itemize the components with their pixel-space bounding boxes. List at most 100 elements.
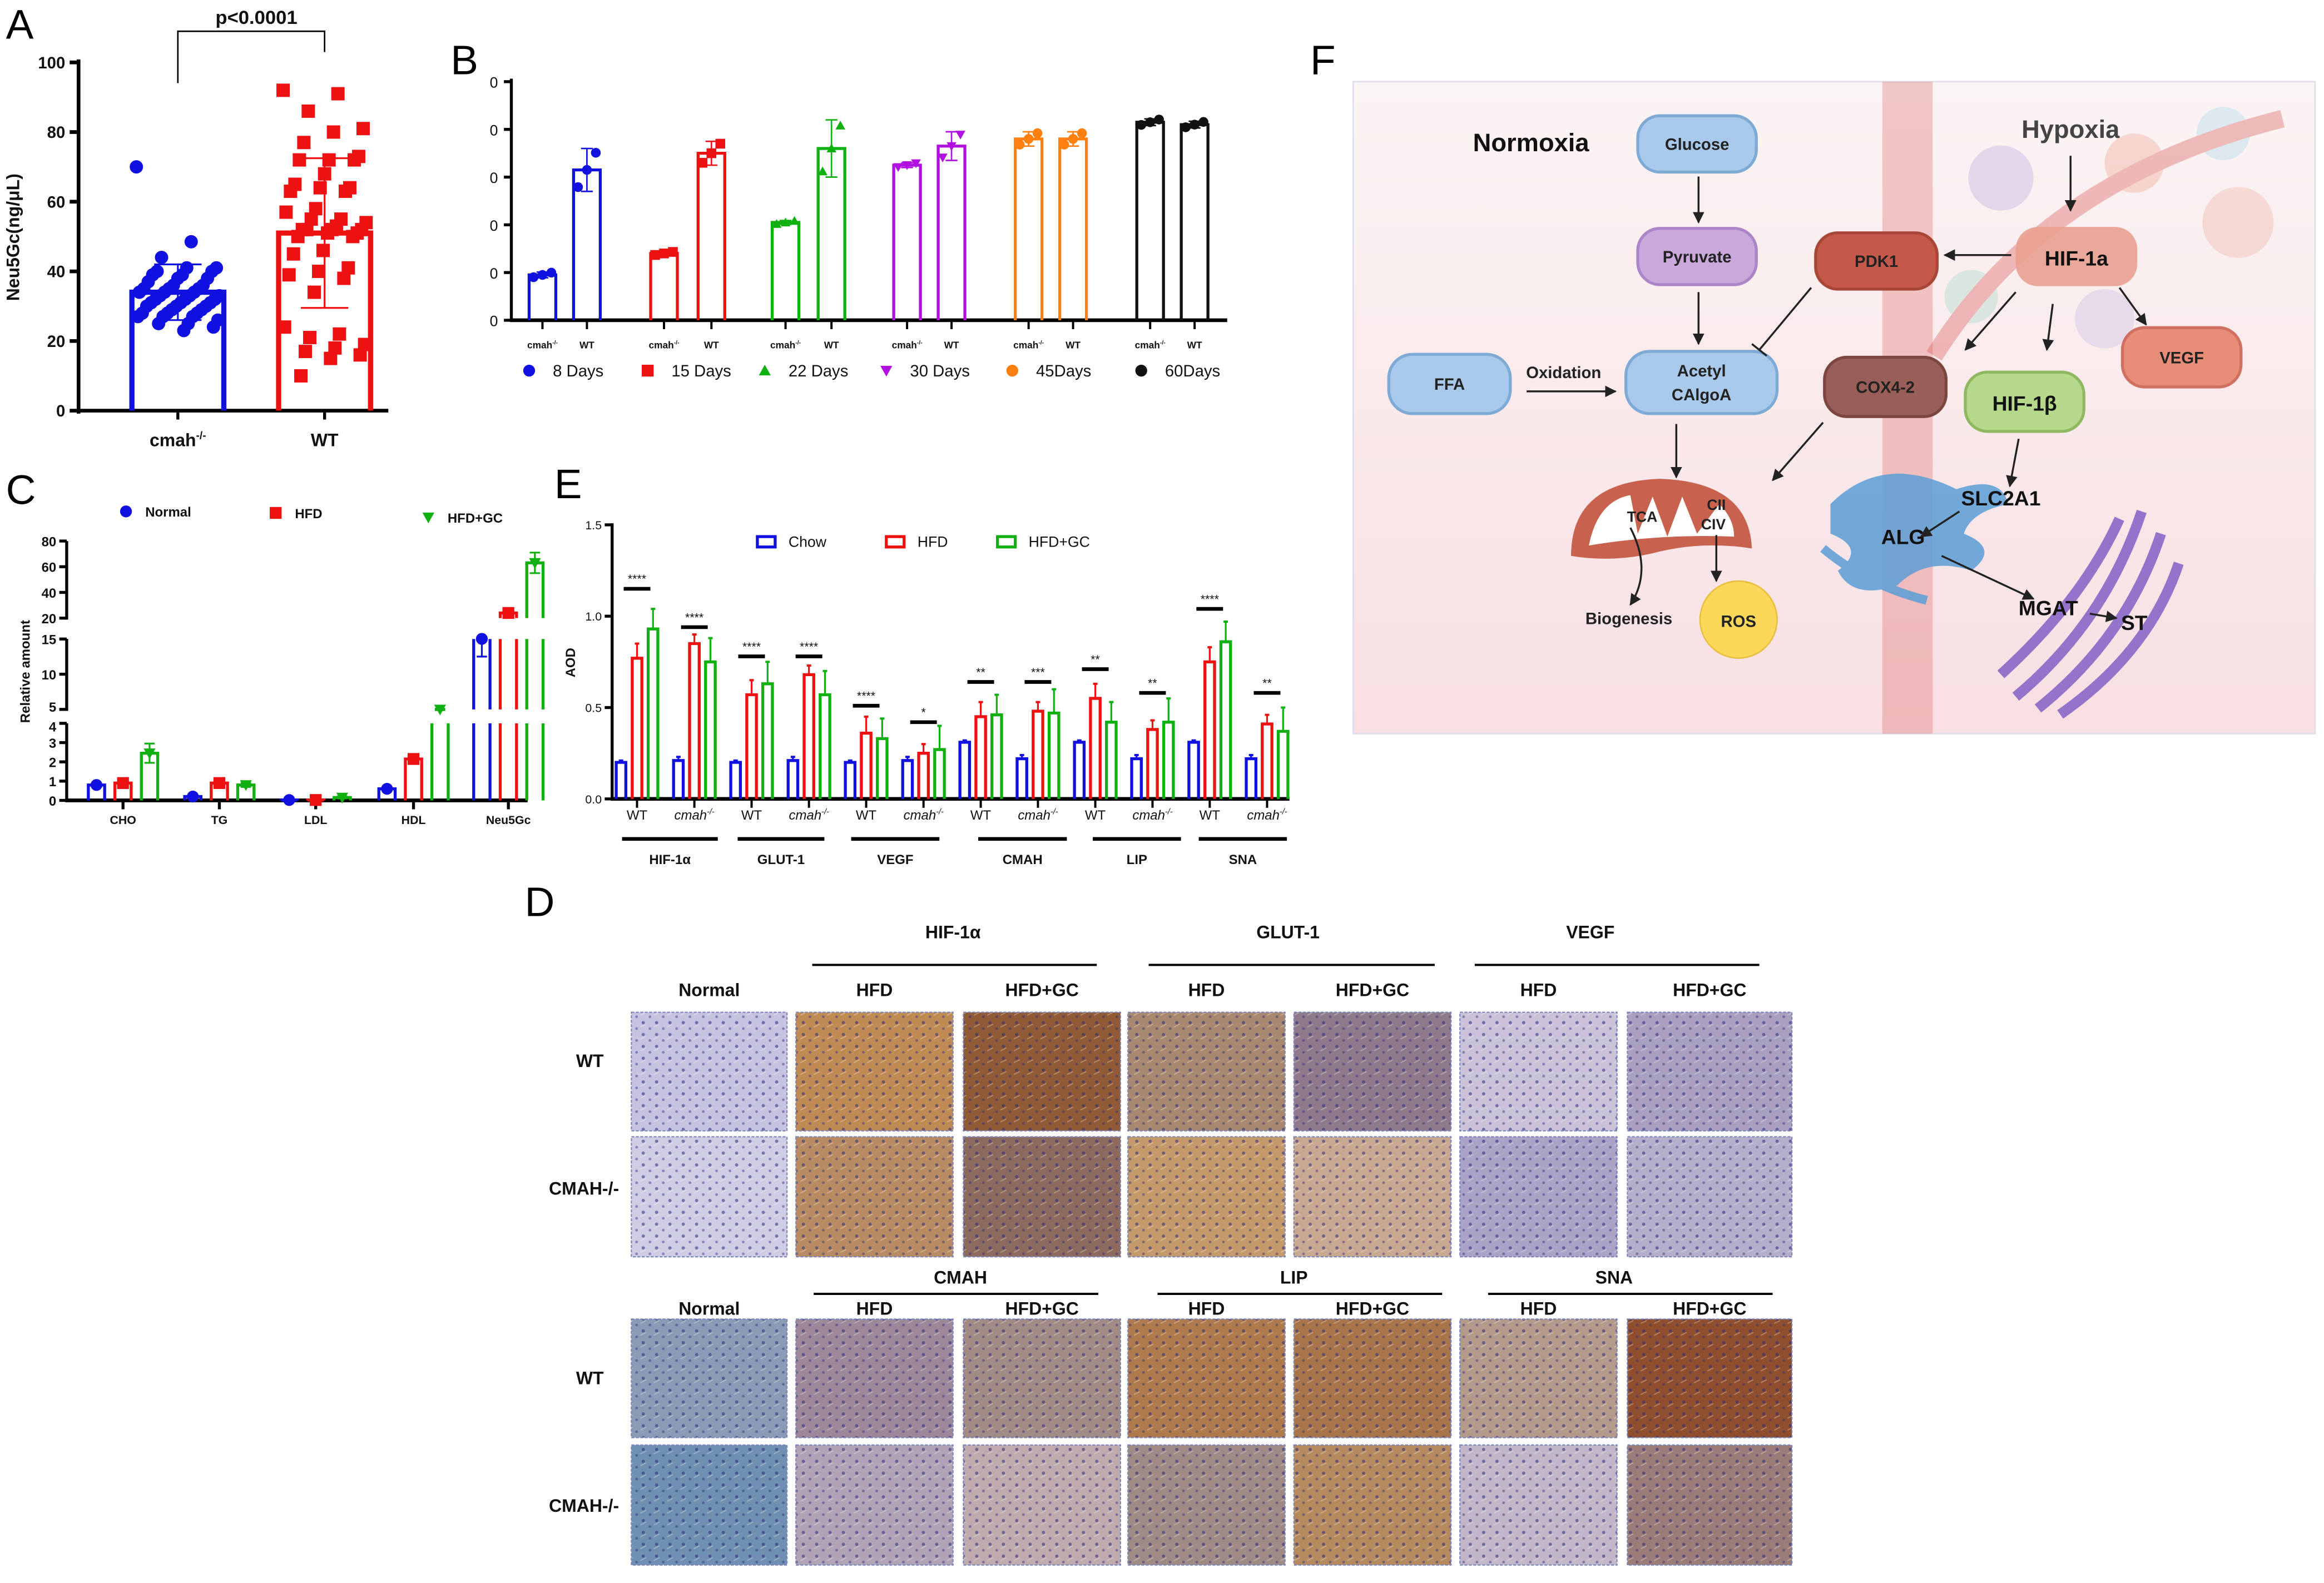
node-pdk1: PDK1 bbox=[1814, 231, 1939, 291]
bar bbox=[1089, 697, 1102, 799]
node-acetyl-calgoa: Acetyl CAlgoA bbox=[1624, 350, 1779, 415]
bar bbox=[472, 723, 492, 801]
error-bar bbox=[1188, 120, 1201, 129]
superscript: -/- bbox=[795, 340, 801, 346]
ihc-image bbox=[963, 1136, 1121, 1258]
group-label: VEGF bbox=[877, 852, 913, 867]
ihc-image bbox=[1127, 1444, 1286, 1566]
bar bbox=[1013, 137, 1044, 320]
data-point bbox=[938, 153, 948, 163]
group-label: SNA bbox=[1229, 852, 1257, 867]
node-label: VEGF bbox=[2159, 349, 2204, 367]
ihc-block: CMAH LIP SNA Normal HFD HFD+GC HFD HFD+GC HFD HFD… bbox=[549, 1267, 1793, 1566]
column-label: Normal bbox=[678, 980, 740, 1000]
panel-label-a: A bbox=[6, 1, 34, 48]
bar bbox=[1187, 741, 1200, 799]
legend-swatch bbox=[756, 535, 777, 549]
bar bbox=[1180, 123, 1210, 320]
mgat-label: MGAT bbox=[2019, 596, 2078, 619]
nuclei-texture bbox=[795, 1444, 954, 1566]
data-point bbox=[333, 327, 346, 341]
bar bbox=[1203, 660, 1216, 799]
node-label: Pyruvate bbox=[1663, 248, 1732, 266]
series-45Days bbox=[1013, 128, 1088, 320]
x-tick-label: TG bbox=[211, 813, 228, 827]
data-point bbox=[697, 157, 708, 168]
ihc-image bbox=[1459, 1136, 1618, 1258]
data-point bbox=[328, 341, 342, 355]
x-tick-label: WT bbox=[1066, 340, 1081, 351]
significance-stars: ** bbox=[1262, 677, 1272, 690]
column-label: HFD bbox=[1520, 1298, 1557, 1318]
bar bbox=[631, 657, 643, 799]
node-label: HIF-1β bbox=[1993, 392, 2057, 415]
nuclei-texture bbox=[1627, 1136, 1793, 1258]
panel-label-e: E bbox=[554, 460, 582, 507]
series-Chow bbox=[615, 739, 1258, 799]
data-point bbox=[276, 83, 290, 97]
node-label: Acetyl bbox=[1677, 362, 1726, 380]
data-point bbox=[308, 285, 321, 299]
data-point bbox=[131, 310, 145, 324]
x-tick-label: cmah-/- bbox=[892, 340, 923, 351]
error-bar bbox=[901, 162, 913, 168]
x-tick-label: cmah-/- bbox=[1132, 808, 1172, 823]
significance-stars: ** bbox=[1091, 653, 1100, 666]
data-point bbox=[1181, 122, 1191, 132]
y-tick-label: 20 bbox=[47, 333, 66, 351]
tca-label: TCA bbox=[1627, 508, 1658, 525]
nuclei-texture bbox=[1459, 1318, 1618, 1438]
superscript: -/- bbox=[1165, 808, 1173, 817]
biogenesis-label: Biogenesis bbox=[1585, 609, 1672, 628]
data-point bbox=[291, 230, 305, 244]
bar bbox=[917, 752, 930, 799]
series-cmah-/- bbox=[129, 160, 227, 411]
superscript: -/- bbox=[821, 808, 829, 817]
significance-stars: **** bbox=[1201, 592, 1219, 606]
data-point bbox=[893, 163, 903, 172]
p-value-label: p<0.0001 bbox=[215, 7, 297, 28]
data-point bbox=[1136, 120, 1146, 130]
data-point bbox=[1059, 140, 1069, 150]
x-tick-label: HDL bbox=[402, 813, 426, 827]
ihc-image bbox=[1459, 1444, 1618, 1566]
ihc-image bbox=[1127, 1011, 1286, 1132]
data-point bbox=[1135, 364, 1147, 377]
y-tick-label: 5 bbox=[49, 700, 56, 715]
column-label: HFD+GC bbox=[1673, 980, 1746, 1000]
marker-label: VEGF bbox=[1566, 922, 1614, 942]
bar bbox=[901, 759, 914, 799]
data-point bbox=[297, 136, 311, 150]
y-tick-label: 60 bbox=[42, 560, 57, 575]
column-label: HFD bbox=[856, 1298, 893, 1318]
y-tick-label: 0 bbox=[490, 75, 498, 91]
legend-item: HFD bbox=[885, 534, 948, 550]
bar bbox=[860, 731, 873, 799]
panel-b-chart: 0 0 0 0 0 0 cmah-/- WT 8 Days cmah-/- WT 15 Days cma… bbox=[490, 75, 1227, 380]
ihc-image bbox=[631, 1318, 788, 1438]
error-bar bbox=[779, 220, 792, 225]
bar bbox=[819, 693, 831, 799]
y-axis-label: AOD bbox=[563, 648, 578, 677]
data-point bbox=[294, 369, 308, 383]
oxidation-label: Oxidation bbox=[1526, 364, 1601, 382]
data-point bbox=[270, 507, 282, 519]
bar bbox=[761, 682, 774, 799]
node-label: Glucose bbox=[1665, 135, 1730, 153]
panel-c-chart: 0 1 2 34 5 10 15 20 40 60 80 Relative amount CHO TG LD… bbox=[18, 505, 545, 827]
ihc-block: HIF-1α GLUT-1 VEGF Normal HFD HFD+GC HFD HFD+GC… bbox=[549, 922, 1793, 1258]
series-HFD bbox=[113, 607, 518, 806]
data-point bbox=[322, 153, 336, 167]
bar bbox=[688, 642, 701, 799]
error-bar bbox=[434, 707, 445, 711]
bar bbox=[1073, 741, 1086, 799]
bar bbox=[1135, 121, 1165, 320]
bar bbox=[892, 163, 922, 320]
x-tick-label: cmah-/- bbox=[1018, 808, 1058, 823]
cii-label: CII bbox=[1707, 497, 1726, 513]
superscript: -/- bbox=[1160, 340, 1166, 346]
column-label: HFD+GC bbox=[1673, 1298, 1746, 1318]
error-bar bbox=[1022, 131, 1035, 147]
data-point bbox=[324, 351, 338, 365]
